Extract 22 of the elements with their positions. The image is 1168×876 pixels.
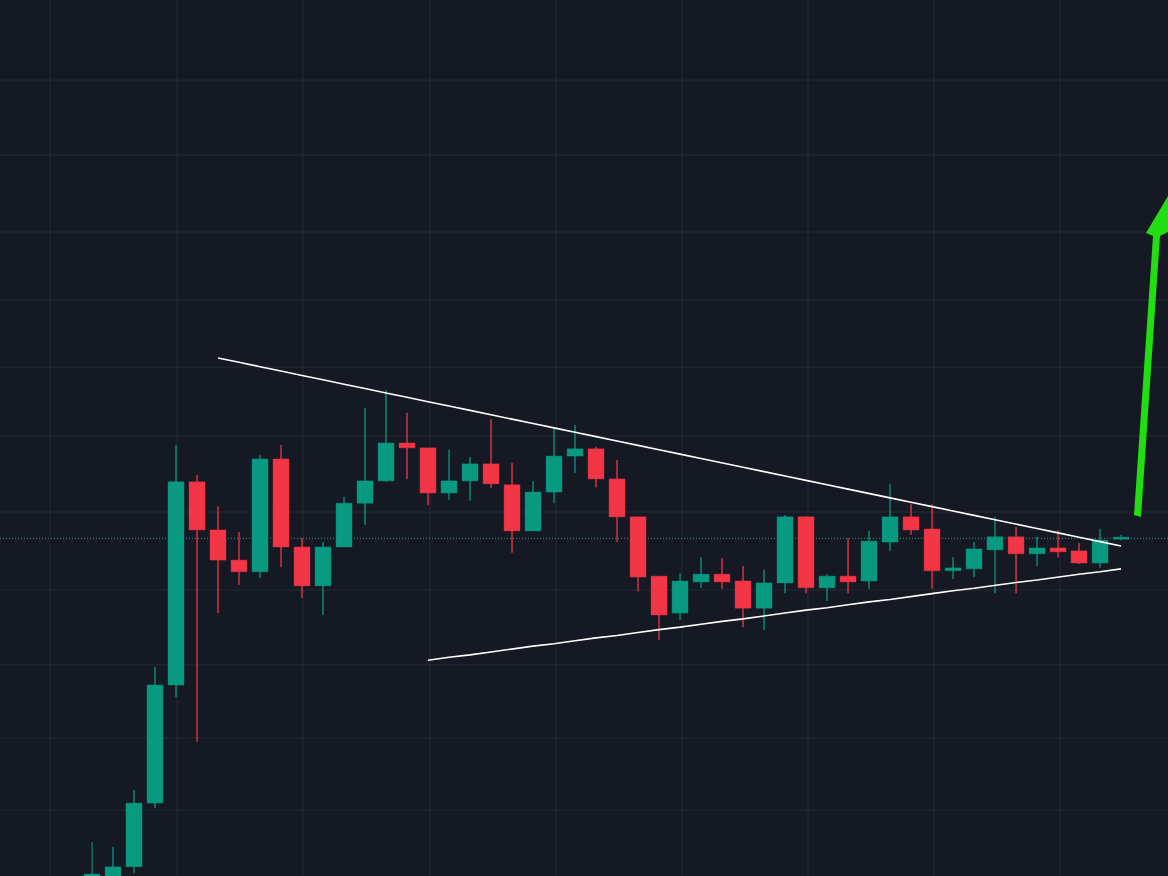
candlestick	[1049, 529, 1067, 558]
candlestick	[440, 449, 458, 501]
candlestick	[1070, 542, 1088, 565]
candlestick	[356, 407, 374, 526]
candlestick	[692, 556, 710, 589]
candlestick	[944, 556, 962, 580]
candlestick	[83, 841, 101, 876]
candlestick	[104, 846, 122, 876]
candlestick	[1028, 536, 1046, 567]
candlestick	[839, 537, 857, 594]
candlestick	[461, 456, 479, 502]
candlestick	[1007, 526, 1025, 594]
candlestick	[713, 557, 731, 590]
candlestick	[398, 412, 416, 480]
candlestick	[230, 531, 248, 586]
candlestick	[965, 541, 983, 578]
candlestick	[818, 573, 836, 602]
candlestick	[566, 424, 584, 474]
candlestick	[1091, 528, 1109, 569]
candlestick	[902, 503, 920, 536]
candlestick	[482, 418, 500, 489]
candlestick	[986, 516, 1004, 594]
